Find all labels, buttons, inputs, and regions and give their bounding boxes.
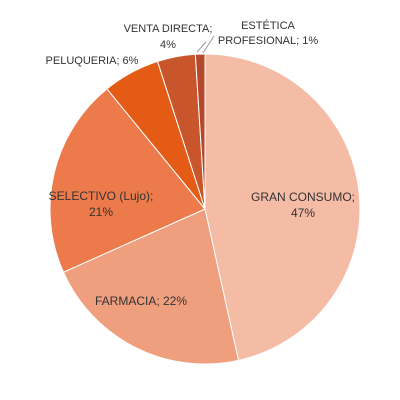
- label-venta-directa-value: 4%: [160, 39, 176, 51]
- leader-line-venta-directa: [196, 41, 207, 53]
- leader-line-estetica: [202, 35, 215, 54]
- pie-slices: [49, 53, 361, 365]
- label-selectivo-value: 21%: [89, 205, 113, 219]
- pie-slice-selectivo-lujo: [49, 88, 206, 273]
- label-farmacia: FARMACIA; 22%: [95, 294, 187, 308]
- label-estetica-value: PROFESIONAL; 1%: [218, 35, 318, 47]
- label-gran-consumo-value: 47%: [291, 206, 315, 220]
- label-gran-consumo-name: GRAN CONSUMO;: [251, 190, 355, 204]
- pie-slice-farmacia: [62, 208, 240, 365]
- label-estetica-name: ESTÉTICA: [241, 19, 295, 32]
- label-selectivo-name: SELECTIVO (Lujo);: [49, 189, 154, 203]
- pie-slice-gran-consumo: [204, 53, 361, 361]
- label-venta-directa-name: VENTA DIRECTA;: [124, 23, 213, 35]
- label-peluqueria: PELUQUERIA; 6%: [46, 55, 139, 67]
- pie-slice-est-tica-profesional: [194, 53, 206, 210]
